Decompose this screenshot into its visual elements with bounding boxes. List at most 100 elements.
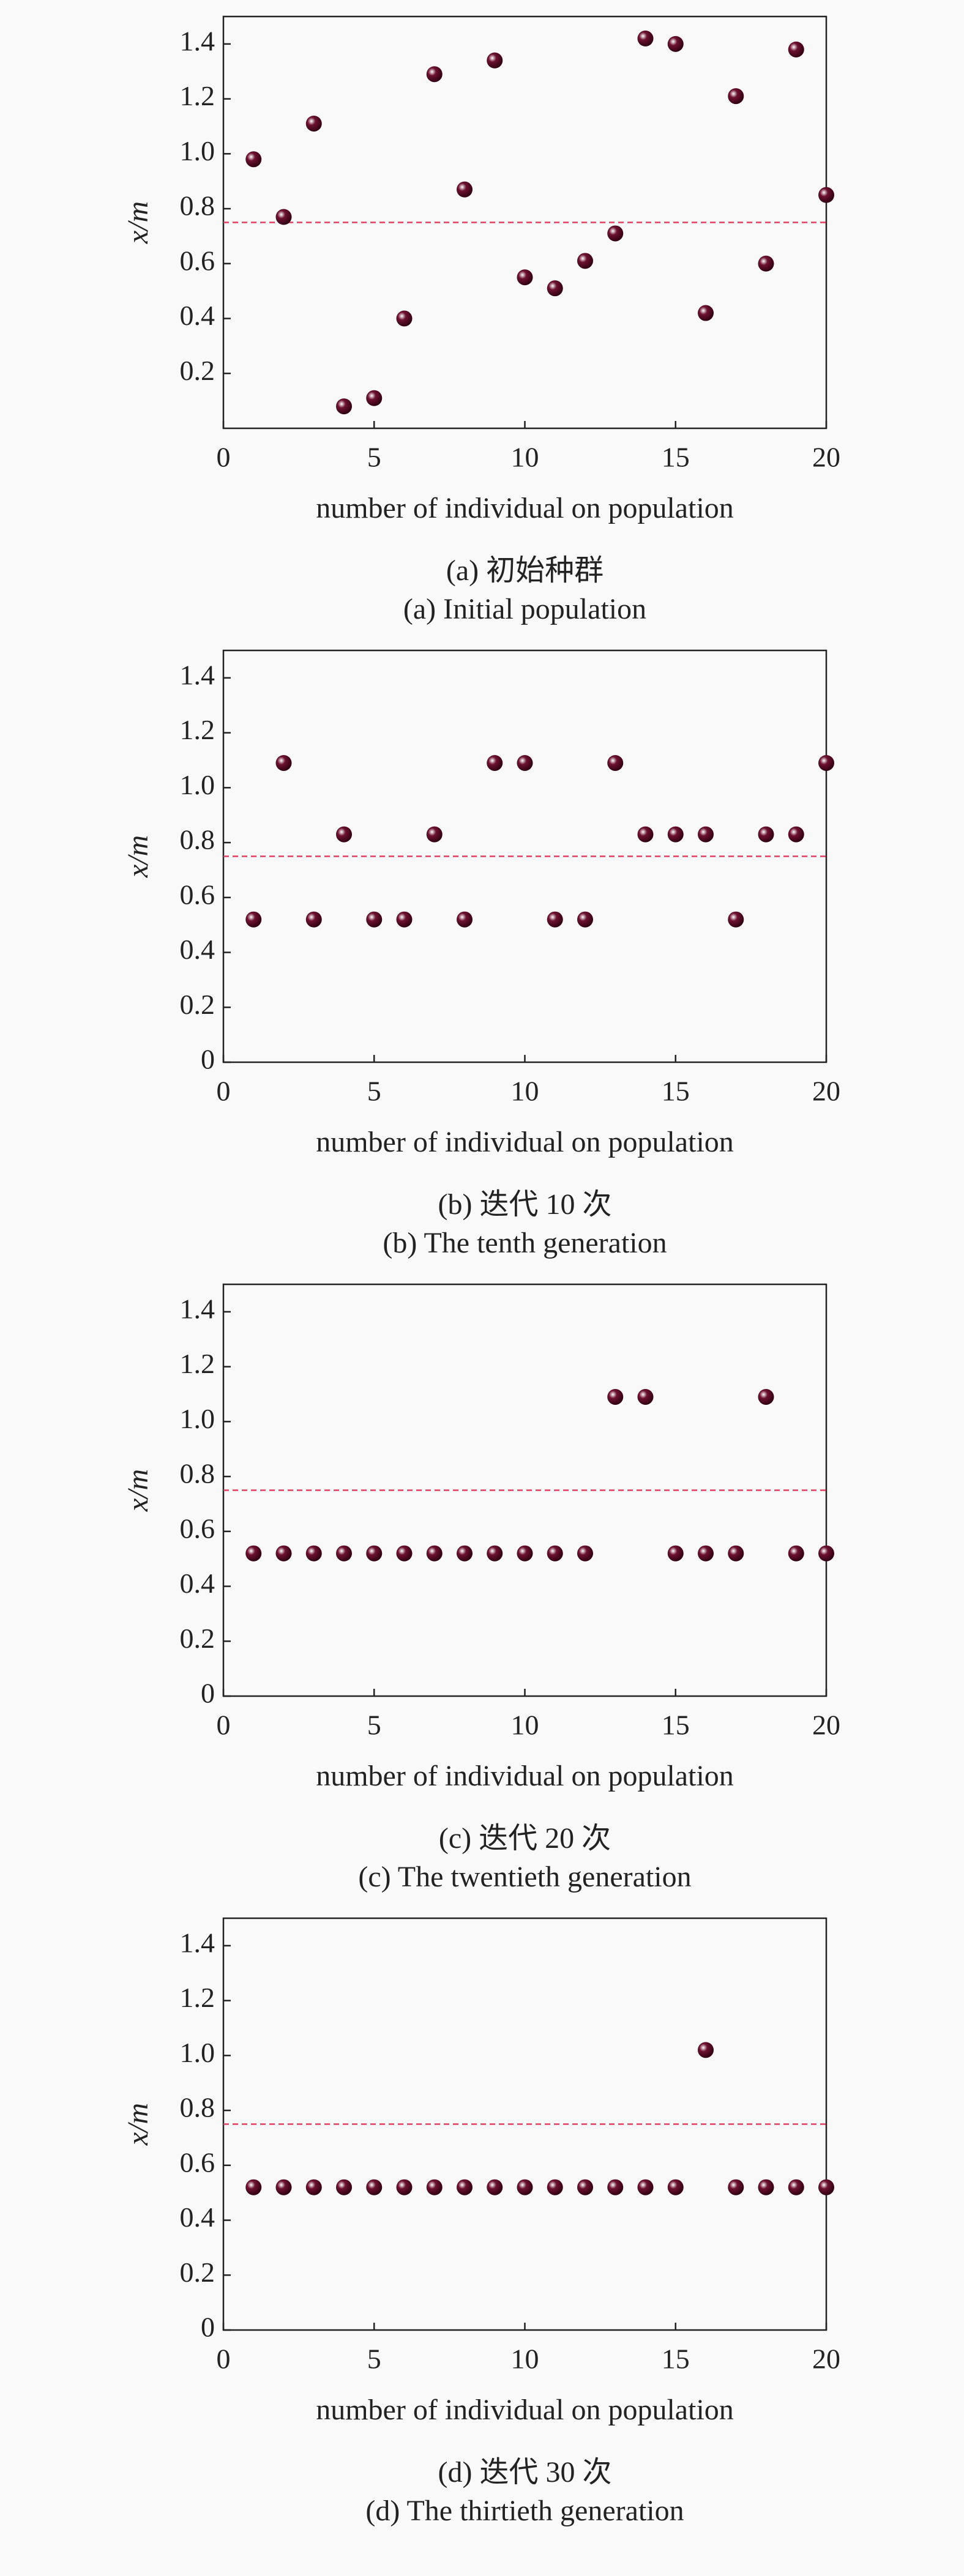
x-tick-label: 20 [812,2343,840,2375]
y-tick-label: 1.4 [180,1293,215,1324]
x-tick-label: 0 [217,1076,231,1107]
point [577,2179,593,2195]
point [607,225,624,242]
point [336,2179,352,2195]
point [275,754,292,771]
plot-frame [222,649,828,1063]
point [667,2179,684,2195]
x-tick-label: 15 [662,2343,690,2375]
point [637,2179,654,2195]
point [547,280,563,297]
point [607,754,624,771]
y-tick-label: 0 [201,2312,215,2343]
x-axis-label: number of individual on population [316,1760,734,1792]
point [457,911,473,928]
point [728,1545,744,1562]
point [577,253,593,269]
x-tick-label: 0 [217,1710,231,1741]
point [305,2179,322,2195]
point [818,1545,834,1562]
point [637,30,654,47]
point [396,310,413,327]
y-tick-label: 0.8 [180,190,215,221]
y-tick-label: 0 [201,1678,215,1709]
point [245,911,262,928]
point [517,2179,533,2195]
x-axis-label: number of individual on population [316,2394,734,2426]
point [396,2179,413,2195]
caption-en: (b) The tenth generation [383,1227,667,1259]
y-tick-label: 1.4 [180,659,215,690]
caption-en: (d) The thirtieth generation [365,2495,684,2527]
point [547,911,563,928]
point [487,754,503,771]
point [517,1545,533,1562]
caption-cn: (c) 迭代 20 次 [439,1822,611,1855]
x-tick-label: 10 [511,1710,539,1741]
point [788,41,804,58]
x-tick-label: 5 [367,442,381,473]
point [667,35,684,52]
y-tick-label: 1.0 [180,769,215,800]
y-tick-label: 0.6 [180,1513,215,1544]
point [275,2179,292,2195]
y-tick-label: 1.2 [180,80,215,111]
point [366,390,383,406]
point [487,1545,503,1562]
x-tick-label: 20 [812,1076,840,1107]
y-tick-label: 0.2 [180,1623,215,1654]
point [366,2179,383,2195]
point [698,1545,714,1562]
point [517,754,533,771]
point [577,911,593,928]
y-tick-label: 0.8 [180,2092,215,2123]
point [457,1545,473,1562]
caption-cn: (a) 初始种群 [446,554,603,587]
x-tick-label: 15 [662,1710,690,1741]
point [457,2179,473,2195]
x-tick-label: 5 [367,2343,381,2375]
x-tick-label: 15 [662,1076,690,1107]
caption-cn: (d) 迭代 30 次 [438,2456,612,2489]
point [818,2179,834,2195]
point [758,1388,774,1405]
point [305,911,322,928]
point [547,2179,563,2195]
point [517,269,533,286]
y-tick-label: 1.0 [180,2037,215,2068]
point [336,398,352,415]
y-tick-label: 1.2 [180,714,215,745]
point [366,911,383,928]
caption-en: (c) The twentieth generation [358,1861,691,1893]
point [305,1545,322,1562]
x-tick-label: 5 [367,1710,381,1741]
point [245,2179,262,2195]
point [487,2179,503,2195]
point [637,826,654,843]
point [698,826,714,843]
point [547,1545,563,1562]
x-tick-label: 15 [662,442,690,473]
point [788,1545,804,1562]
x-tick-label: 10 [511,2343,539,2375]
point [336,1545,352,1562]
y-tick-label: 1.2 [180,1348,215,1379]
point [728,2179,744,2195]
plot-frame [222,1917,828,2331]
y-tick-label: 0.8 [180,824,215,855]
point [487,52,503,69]
y-tick-label: 1.4 [180,25,215,56]
point [667,826,684,843]
x-tick-label: 0 [217,442,231,473]
y-tick-label: 0 [201,1044,215,1075]
point [275,209,292,225]
point [607,1388,624,1405]
point [457,181,473,198]
y-tick-label: 0.6 [180,879,215,910]
y-tick-label: 0.4 [180,934,215,965]
x-tick-label: 5 [367,1076,381,1107]
point [426,1545,443,1562]
x-tick-label: 10 [511,1076,539,1107]
